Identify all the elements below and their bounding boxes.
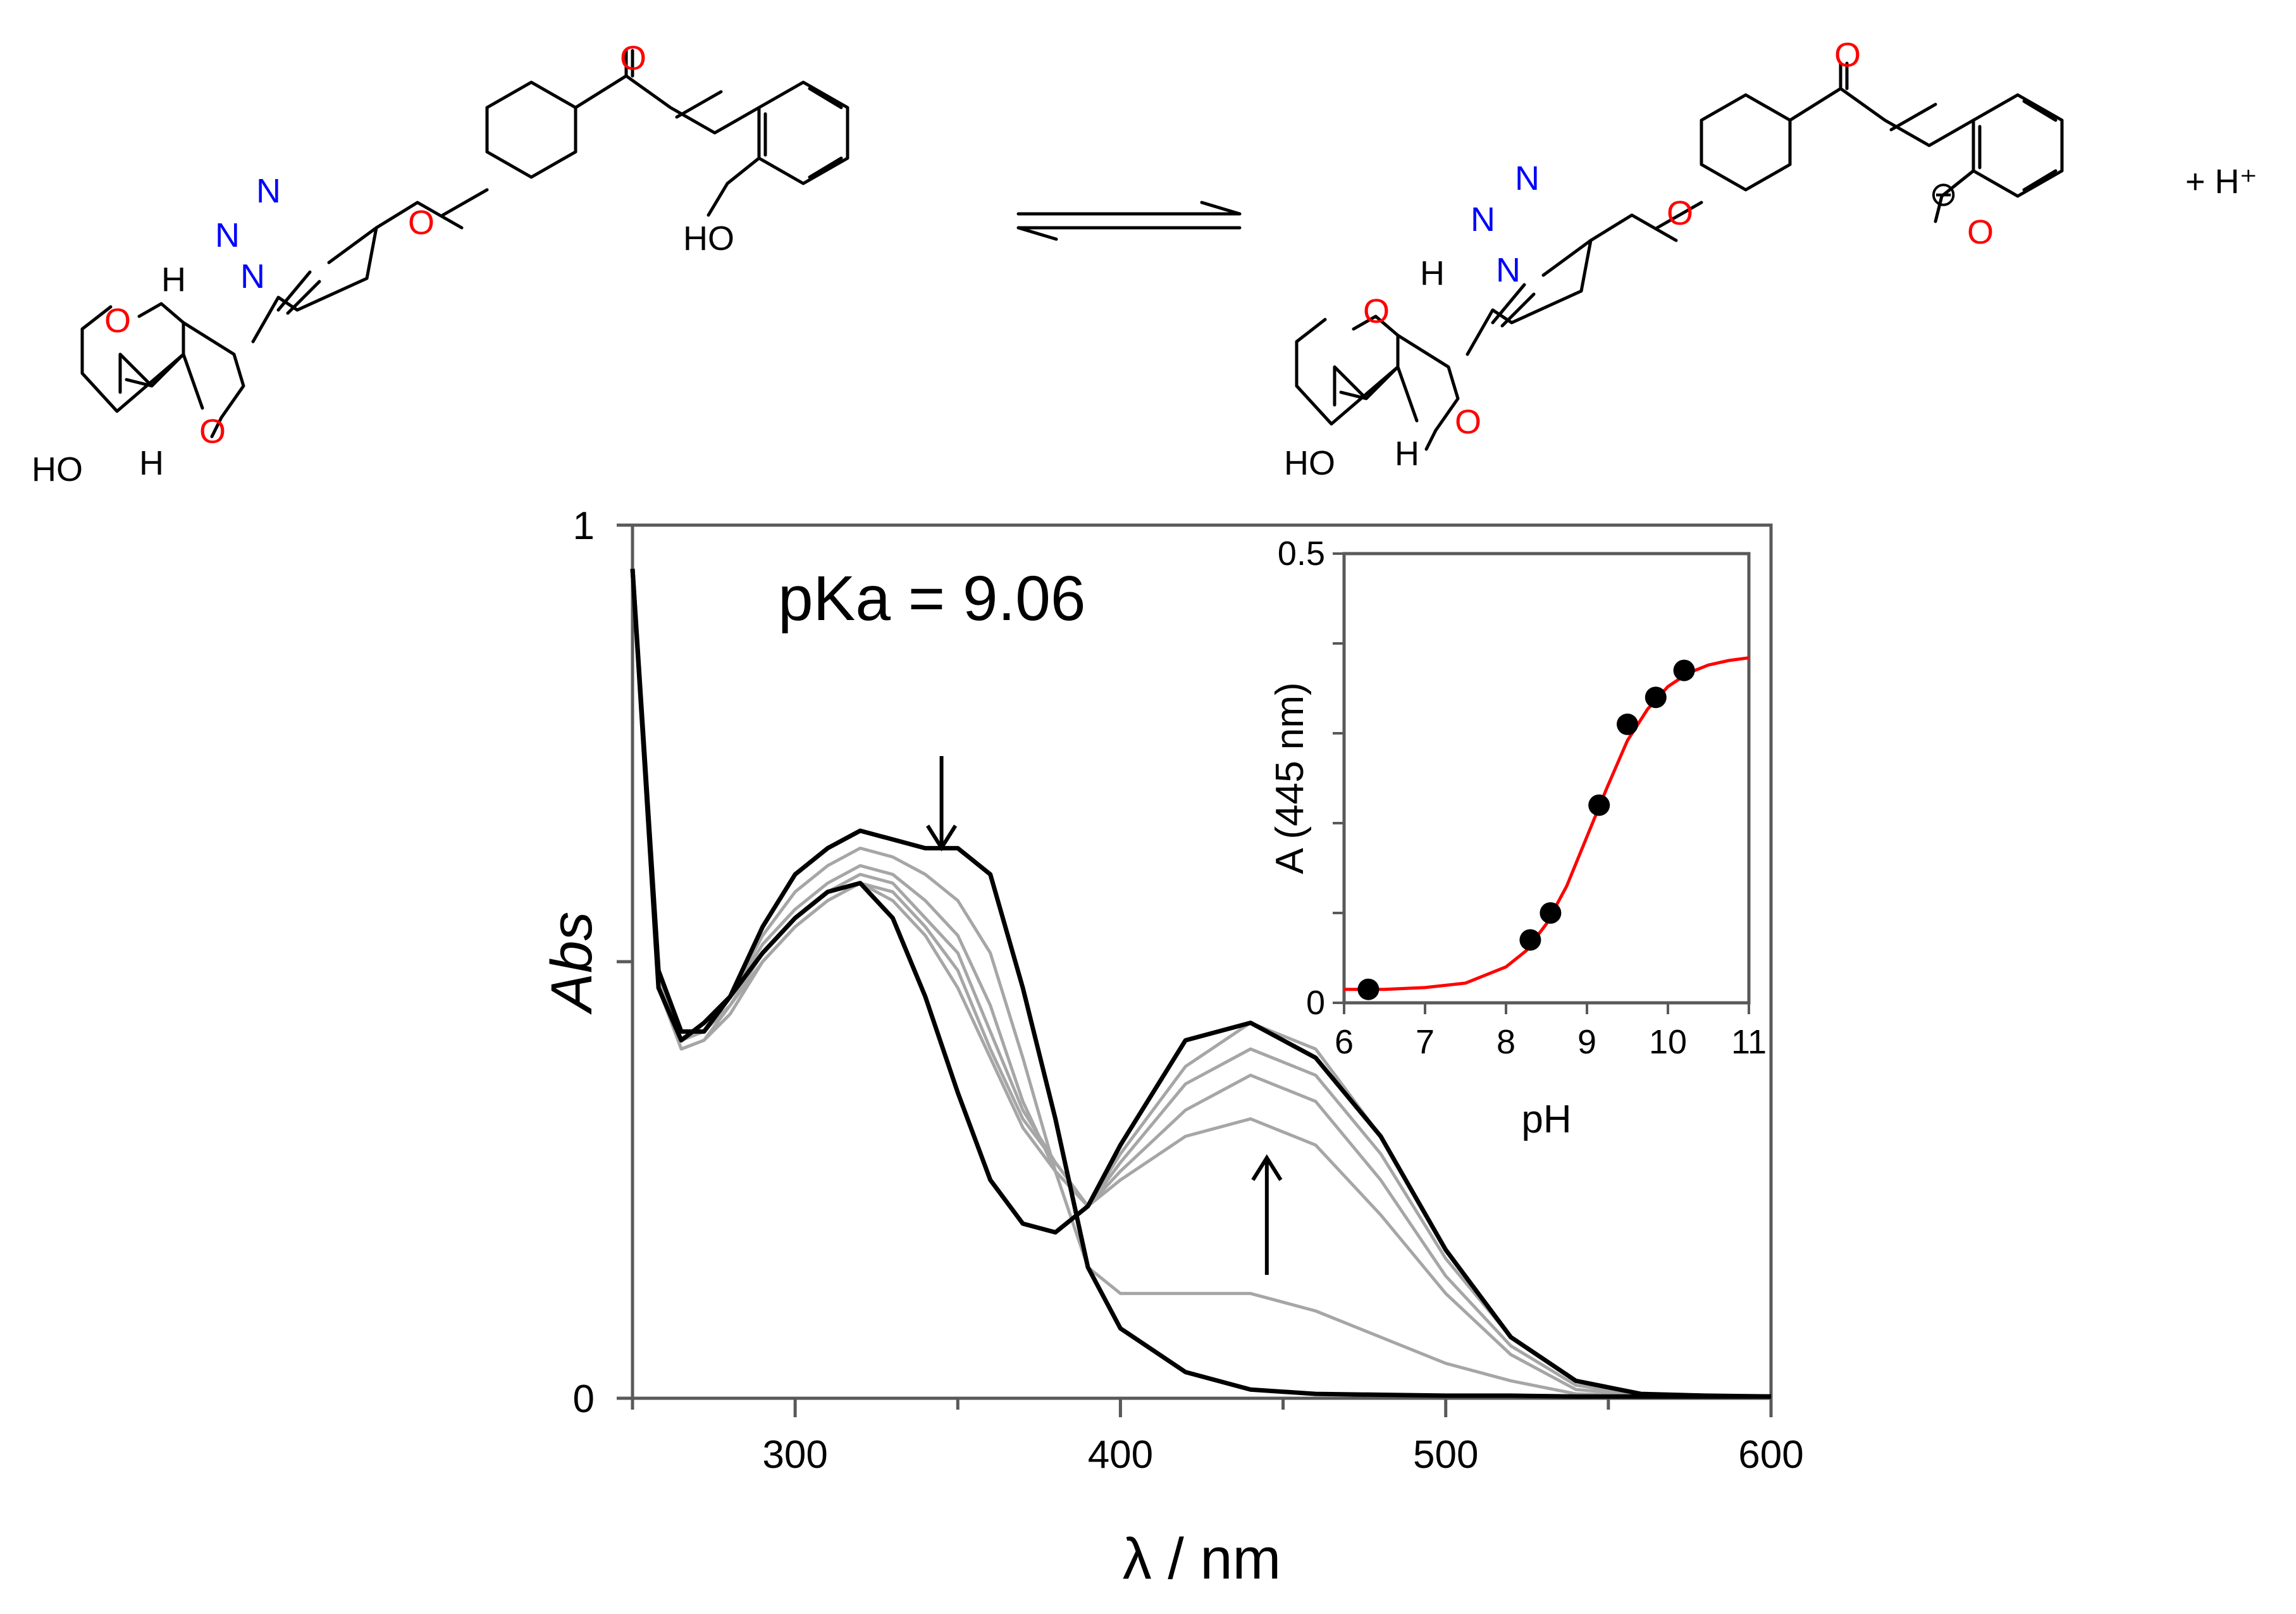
data-point <box>1519 929 1541 951</box>
main-spectrum-plot: 300 400 500 600 0 1 pKa = 9.06 λ / nm Abs <box>540 504 1804 1591</box>
fit-curve <box>1344 656 1750 991</box>
main-xlabel: λ / nm <box>1123 1527 1281 1591</box>
data-point <box>1540 902 1562 924</box>
inset-y-tick-label: 0.5 <box>1278 535 1325 573</box>
x-tick-label: 300 <box>762 1433 827 1477</box>
inset-series-group <box>1344 656 1750 1000</box>
inset-x-tick-label: 10 <box>1649 1023 1687 1061</box>
spectrum-line-6 <box>630 568 1772 1399</box>
x-tick-label: 500 <box>1413 1433 1478 1477</box>
right-phenolate-charge: ⊖ <box>1929 175 1958 213</box>
product-proton: + H⁺ <box>2185 163 2257 201</box>
inset-xlabel: pH <box>1521 1098 1571 1141</box>
right-h-top: H <box>1420 254 1445 292</box>
right-molecule <box>1295 61 2064 451</box>
right-carbonyl-o: O <box>1834 36 1861 74</box>
arrowhead-up <box>1251 1154 1283 1181</box>
right-triazole-n2: N <box>1471 201 1495 239</box>
inset-y-tick-label: 0 <box>1306 984 1325 1022</box>
main-axis-ticks: 300 400 500 600 0 1 <box>573 504 1804 1477</box>
inset-x-tick-label: 8 <box>1497 1023 1515 1061</box>
inset-plot-frame <box>1342 552 1751 1005</box>
spectrum-line-0 <box>630 568 1771 1399</box>
data-point <box>1645 686 1667 709</box>
left-triazole-n3: N <box>256 172 281 210</box>
right-ring-o2: O <box>1455 403 1481 441</box>
left-h-bottom: H <box>139 444 164 482</box>
right-hydroxyl: HO <box>1284 444 1335 482</box>
data-point <box>1617 713 1638 735</box>
right-h-bottom: H <box>1395 435 1419 473</box>
x-tick-label: 600 <box>1738 1433 1803 1477</box>
left-ring-o1: O <box>104 302 131 340</box>
right-phenolate-o: O <box>1967 213 1994 251</box>
data-point <box>1357 978 1379 1000</box>
inset-x-tick-label: 7 <box>1416 1023 1435 1061</box>
data-point <box>1673 659 1695 681</box>
inset-x-tick-label: 9 <box>1577 1023 1596 1061</box>
inset-titration-plot: 6 7 8 9 10 11 0 0.5 pH A (445 nm) <box>1268 535 1767 1141</box>
right-triazole-n3: N <box>1515 159 1540 197</box>
x-tick-label: 400 <box>1088 1433 1153 1477</box>
y-tick-label: 1 <box>573 504 595 548</box>
left-molecule <box>80 49 849 438</box>
arrowhead-down <box>926 824 958 852</box>
left-phenol-oh: HO <box>683 220 734 258</box>
y-tick-label: 0 <box>573 1377 595 1421</box>
left-triazole-n1: N <box>240 258 265 295</box>
inset-ylabel: A (445 nm) <box>1268 682 1312 874</box>
left-ether-o: O <box>408 204 435 242</box>
scheme-labels: O N N N O HO O O HO H H O N N N O ⊖ O O … <box>32 36 2257 488</box>
left-hydroxyl: HO <box>32 450 83 488</box>
left-ring-o2: O <box>199 413 226 450</box>
main-series-group <box>630 568 1772 1399</box>
inset-x-tick-label: 11 <box>1731 1023 1767 1061</box>
right-ring-o1: O <box>1363 292 1390 330</box>
left-triazole-n2: N <box>215 216 240 254</box>
inset-x-tick-label: 6 <box>1335 1023 1354 1061</box>
left-carbonyl-o: O <box>620 39 646 77</box>
reaction-scheme <box>80 49 2064 451</box>
right-ether-o: O <box>1667 194 1693 232</box>
inset-axis-ticks: 6 7 8 9 10 11 0 0.5 <box>1278 535 1767 1061</box>
main-ylabel: Abs <box>540 912 604 1015</box>
data-point <box>1588 794 1610 816</box>
spectrum-line-3 <box>631 568 1771 1398</box>
equilibrium-arrows <box>1016 201 1242 241</box>
right-triazole-n1: N <box>1496 251 1521 289</box>
pka-annotation: pKa = 9.06 <box>778 563 1086 634</box>
left-h-top: H <box>161 261 186 299</box>
